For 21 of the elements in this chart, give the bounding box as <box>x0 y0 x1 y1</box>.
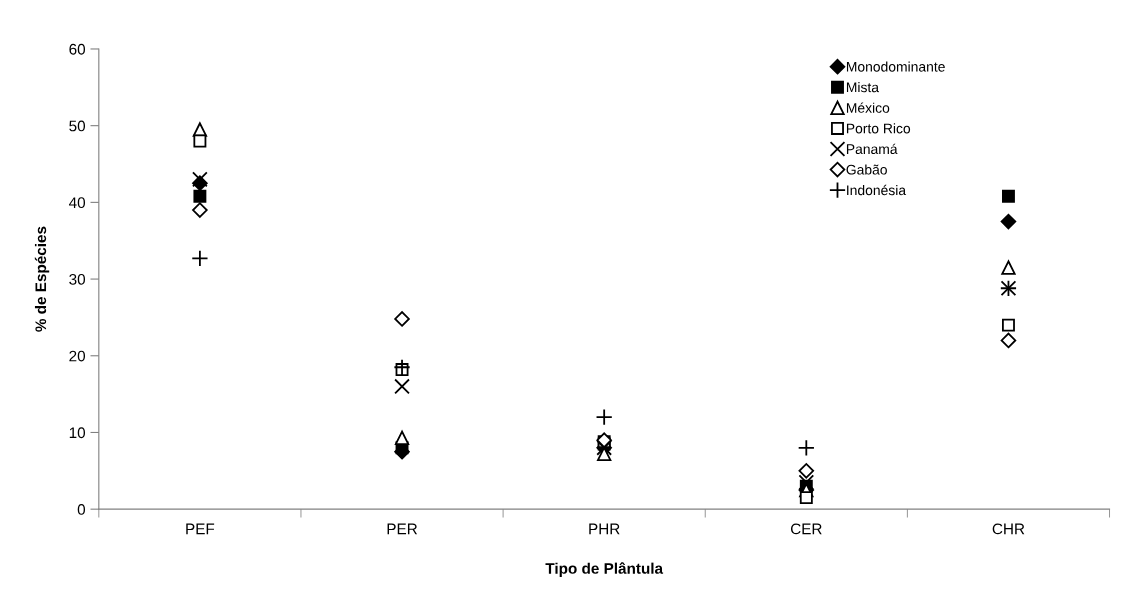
x-axis-title: Tipo de Plântula <box>545 562 664 577</box>
y-tick-label: 40 <box>68 197 86 209</box>
x-tick-label: PHR <box>589 523 620 535</box>
x-tick-label: PER <box>387 523 418 535</box>
x-tick-label: CER <box>790 523 822 535</box>
legend-label: Porto Rico <box>846 123 911 134</box>
x-tick-label: CHR <box>992 523 1025 535</box>
legend-label: Mista <box>846 82 880 93</box>
y-tick-label: 10 <box>69 427 86 439</box>
y-tick-label: 20 <box>69 350 86 362</box>
y-tick-label: 30 <box>69 273 86 285</box>
legend-label: Monodominante <box>846 61 945 72</box>
legend-label: México <box>846 102 890 113</box>
legend-label: Panamá <box>846 143 898 155</box>
x-tick-label: PEF <box>186 523 215 535</box>
y-tick-label: 0 <box>77 504 86 515</box>
y-axis-title: % de Espécies <box>34 226 50 332</box>
y-tick-label: 50 <box>69 120 86 132</box>
y-tick-label: 60 <box>69 43 86 55</box>
legend-label: Indonésia <box>847 184 907 196</box>
legend-label: Gabão <box>846 164 887 175</box>
